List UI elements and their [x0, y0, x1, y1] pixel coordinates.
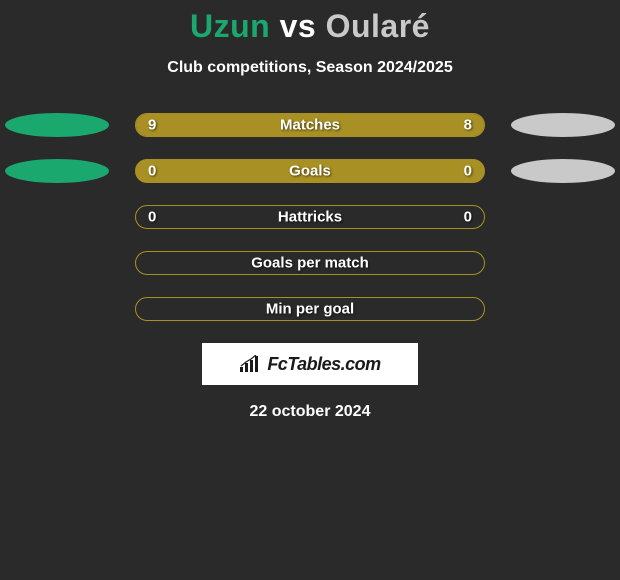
stat-bar: 9 Matches 8	[135, 113, 485, 137]
player2-ellipse	[511, 113, 615, 137]
stat-bar: Min per goal	[135, 297, 485, 321]
stat-row: 9 Matches 8	[0, 113, 620, 137]
stat-row: 0 Goals 0	[0, 159, 620, 183]
player1-ellipse	[5, 205, 109, 229]
player1-ellipse	[5, 297, 109, 321]
stat-bar: 0 Goals 0	[135, 159, 485, 183]
stat-rows: 9 Matches 8 0 Goals 0 0 Hattricks 0 Goals per mat…	[0, 113, 620, 321]
player1-ellipse	[5, 113, 109, 137]
stat-value-right: 0	[464, 209, 472, 226]
player1-ellipse	[5, 251, 109, 275]
stat-label: Goals	[289, 163, 331, 180]
player2-ellipse	[511, 159, 615, 183]
stat-value-right: 8	[464, 117, 472, 134]
stat-label: Min per goal	[266, 301, 354, 318]
player2-name: Oularé	[326, 8, 430, 44]
subtitle: Club competitions, Season 2024/2025	[0, 59, 620, 77]
stat-row: Min per goal	[0, 297, 620, 321]
stat-value-left: 0	[148, 163, 156, 180]
page-title: Uzun vs Oularé	[0, 8, 620, 45]
stat-row: Goals per match	[0, 251, 620, 275]
stat-value-left: 0	[148, 209, 156, 226]
stat-bar: 0 Hattricks 0	[135, 205, 485, 229]
stat-bar: Goals per match	[135, 251, 485, 275]
title-vs: vs	[280, 8, 317, 44]
player2-ellipse	[511, 205, 615, 229]
player2-ellipse	[511, 251, 615, 275]
stat-value-left: 9	[148, 117, 156, 134]
stat-label: Goals per match	[251, 255, 369, 272]
stat-label: Matches	[280, 117, 340, 134]
date-label: 22 october 2024	[0, 403, 620, 421]
stat-label: Hattricks	[278, 209, 342, 226]
comparison-widget: Uzun vs Oularé Club competitions, Season…	[0, 0, 620, 421]
stat-value-right: 0	[464, 163, 472, 180]
logo-chart-icon	[239, 355, 261, 373]
logo-box: FcTables.com	[202, 343, 418, 385]
stat-row: 0 Hattricks 0	[0, 205, 620, 229]
player1-name: Uzun	[190, 8, 270, 44]
bar-fill-right	[320, 114, 484, 136]
player2-ellipse	[511, 297, 615, 321]
logo-text: FcTables.com	[267, 354, 380, 375]
player1-ellipse	[5, 159, 109, 183]
